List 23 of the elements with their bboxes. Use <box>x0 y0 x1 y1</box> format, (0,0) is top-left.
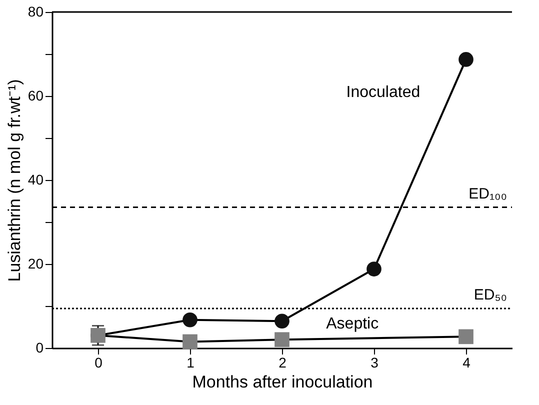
x-tick-label: 3 <box>370 354 379 370</box>
y-tick-label: 0 <box>36 340 44 356</box>
point <box>274 332 290 348</box>
x-tick-label: 1 <box>186 354 195 370</box>
series-label: Aseptic <box>326 316 379 333</box>
point <box>366 262 382 276</box>
x-tick-label: 4 <box>462 354 471 370</box>
x-tick-label: 0 <box>94 354 103 370</box>
point <box>274 314 290 329</box>
point <box>182 334 198 350</box>
point <box>458 329 474 344</box>
x-tick-label: 2 <box>278 354 287 370</box>
ref-line-label: ED₁₀₀ <box>468 185 507 202</box>
point <box>182 312 198 328</box>
ref-line-label: ED₅₀ <box>474 286 507 304</box>
y-axis-title: Lusianthrin (n mol g fr.wt⁻¹) <box>4 79 24 282</box>
point <box>458 52 474 67</box>
series-label: Inoculated <box>346 84 420 101</box>
y-tick-label: 60 <box>28 88 44 104</box>
y-tick-label: 80 <box>28 4 44 20</box>
y-tick-label: 40 <box>28 172 44 188</box>
x-axis-title: Months after inoculation <box>192 372 373 392</box>
y-tick-label: 20 <box>28 256 44 272</box>
